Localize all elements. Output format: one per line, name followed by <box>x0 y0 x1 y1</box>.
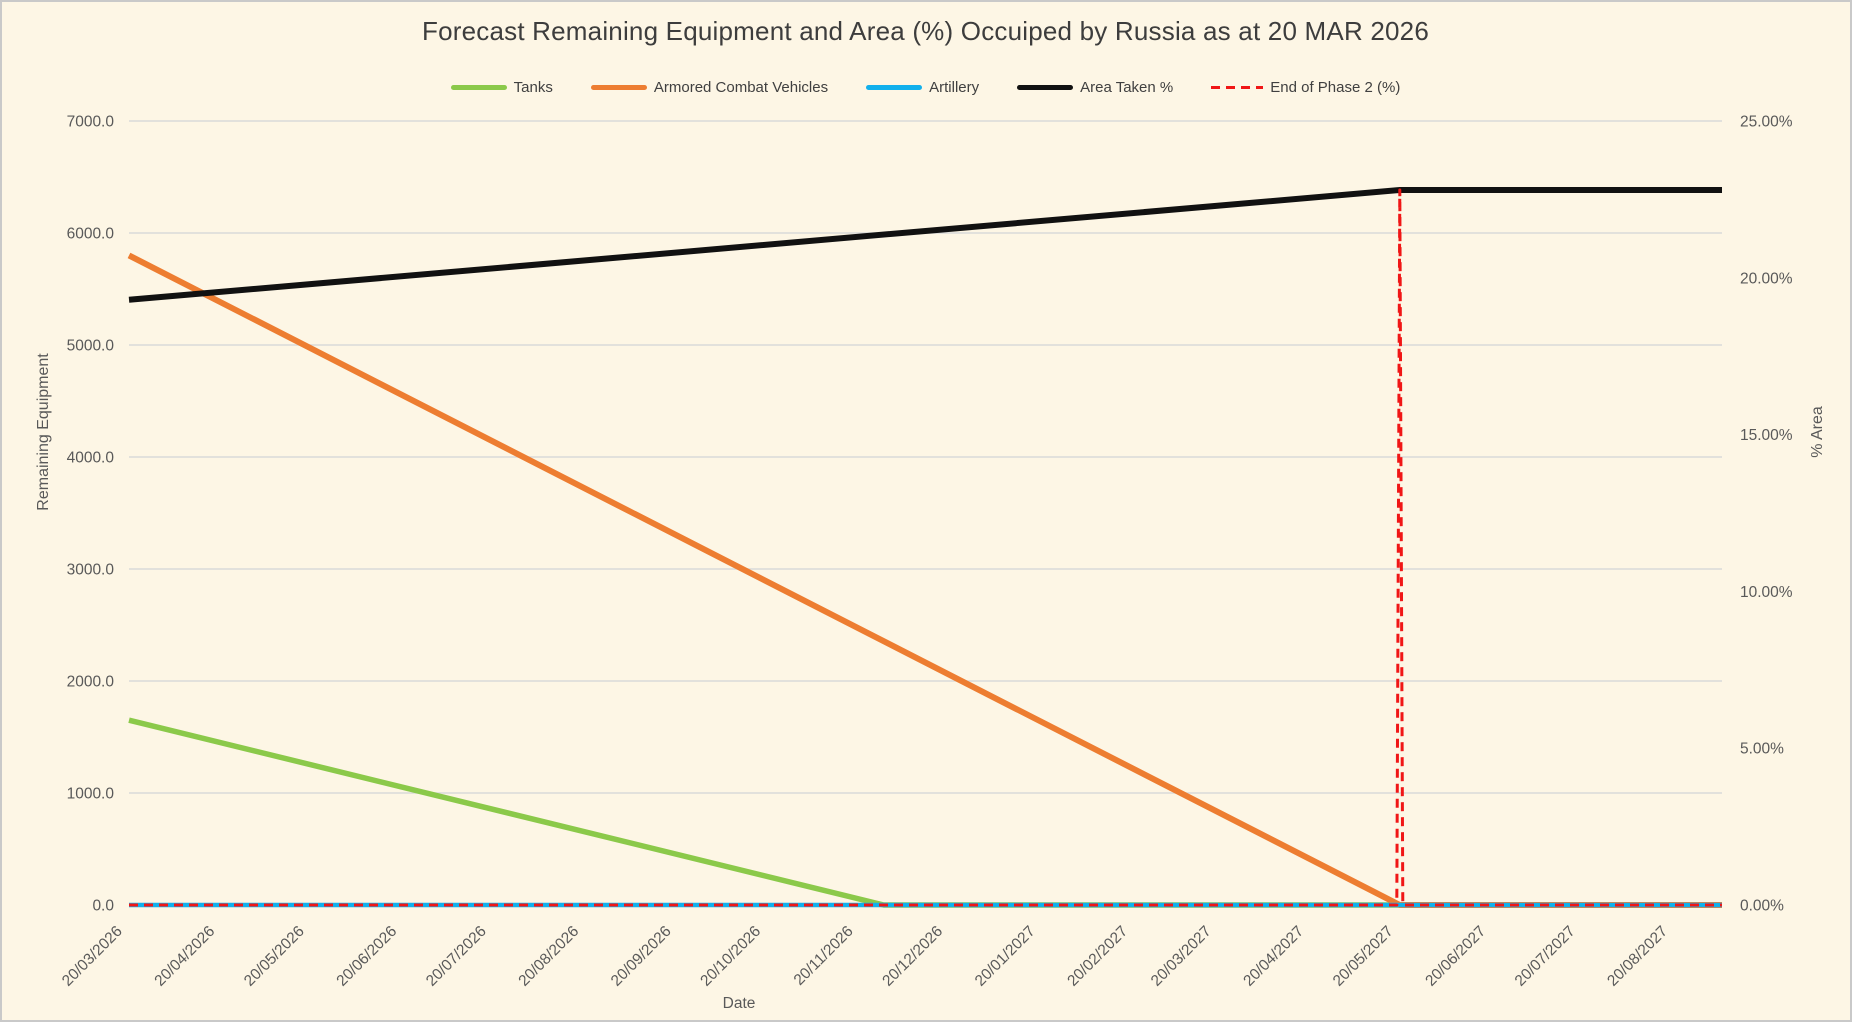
chart-title: Forecast Remaining Equipment and Area (%… <box>422 16 1429 46</box>
y-left-tick-label: 6000.0 <box>67 226 115 243</box>
y-left-tick-label: 2000.0 <box>67 674 115 691</box>
x-tick-label: 20/07/2027 <box>1512 923 1579 990</box>
x-tick-label: 20/11/2026 <box>791 923 857 989</box>
x-tick-label: 20/03/2027 <box>1148 923 1215 990</box>
x-tick-label: 20/08/2026 <box>515 923 582 990</box>
x-tick-label: 20/12/2026 <box>879 923 946 990</box>
legend-label-tanks: Tanks <box>513 78 553 96</box>
legend-swatch-armored-combat-vehicles-icon <box>590 84 647 90</box>
x-tick-label: 20/07/2026 <box>423 923 490 990</box>
x-axis-title: Date <box>723 995 756 1012</box>
y-right-tick-label: 20.00% <box>1740 270 1793 287</box>
y-left-tick-label: 5000.0 <box>67 338 115 355</box>
x-tick-label: 20/04/2027 <box>1240 923 1307 990</box>
y-right-tick-label: 15.00% <box>1740 427 1793 444</box>
y-left-tick-label: 0.0 <box>92 898 114 915</box>
x-tick-label: 20/01/2027 <box>972 923 1039 990</box>
legend-swatch-end-of-phase-2-icon <box>1211 85 1264 89</box>
legend-label-artillery: Artillery <box>929 78 980 96</box>
y-right-tick-label: 25.00% <box>1740 114 1793 131</box>
x-tick-label: 20/09/2026 <box>608 923 675 990</box>
legend-item-tanks: Tanks <box>450 78 553 96</box>
y-left-tick-label: 3000.0 <box>67 562 115 579</box>
y-left-tick-label: 4000.0 <box>67 450 115 467</box>
y-left-tick-label: 1000.0 <box>67 786 115 803</box>
legend-item-area-taken: Area Taken % <box>1017 79 1173 96</box>
legend-swatch-tanks-icon <box>450 84 507 90</box>
legend-swatch-artillery-icon <box>866 84 923 90</box>
series-line-tanks <box>128 717 1722 908</box>
legend-item-artillery: Artillery <box>866 79 979 96</box>
x-tick-label: 20/02/2027 <box>1064 923 1131 990</box>
x-tick-label: 20/05/2027 <box>1330 923 1397 990</box>
series-line-armored-combat-vehicles <box>127 252 1722 908</box>
y-left-axis-title: Remaining Equipment <box>35 353 52 511</box>
x-tick-label: 20/08/2027 <box>1604 923 1671 990</box>
x-tick-label: 20/04/2026 <box>151 923 218 990</box>
legend-label-area-taken: Area Taken % <box>1080 78 1174 96</box>
y-left-tick-label: 7000.0 <box>67 114 115 131</box>
legend-label-armored-combat-vehicles: Armored Combat Vehicles <box>653 78 829 96</box>
legend-swatch-area-taken-icon <box>1017 84 1074 90</box>
legend: Tanks Armored Combat Vehicles Artillery … <box>129 76 1722 98</box>
legend-item-armored-combat-vehicles: Armored Combat Vehicles <box>590 78 829 96</box>
x-tick-label: 20/03/2026 <box>59 923 126 990</box>
y-right-tick-label: 0.00% <box>1740 898 1784 915</box>
y-right-tick-label: 10.00% <box>1740 584 1793 601</box>
x-tick-label: 20/06/2027 <box>1422 923 1489 990</box>
y-right-tick-label: 5.00% <box>1740 741 1784 758</box>
y-right-axis-title: % Area <box>1809 406 1826 458</box>
x-tick-label: 20/10/2026 <box>697 923 764 990</box>
x-tick-label: 20/05/2026 <box>241 923 308 990</box>
series-line-area-taken <box>128 187 1722 303</box>
series-line-end-of-phase-2 <box>129 188 1722 907</box>
legend-item-end-of-phase-2: End of Phase 2 (%) <box>1211 79 1400 96</box>
legend-label-end-of-phase-2: End of Phase 2 (%) <box>1270 78 1401 96</box>
x-tick-label: 20/06/2026 <box>333 923 400 990</box>
